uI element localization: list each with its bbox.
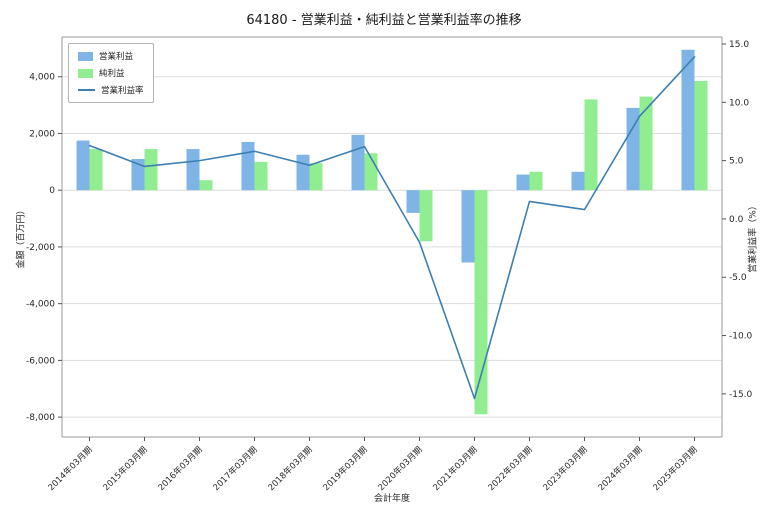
bar-operating-profit-2 [186, 149, 200, 191]
x-tick-label: 2020年03月期 [376, 444, 425, 493]
bar-operating-profit-10 [626, 107, 640, 191]
bar-net-profit-2 [199, 180, 213, 191]
x-tick-label: 2022年03月期 [486, 444, 535, 493]
legend-line-operating-margin [78, 89, 95, 91]
x-tick-label: 2024年03月期 [596, 444, 645, 493]
y-right-tick-label: -10.0 [729, 332, 753, 342]
y-axis-label-left: 金額（百万円） [16, 205, 27, 269]
bar-operating-profit-4 [296, 154, 310, 191]
bar-net-profit-4 [309, 163, 323, 191]
legend-item-net-profit: 純利益 [78, 67, 144, 79]
bar-net-profit-8 [529, 171, 543, 191]
y-left-tick-label: 2,000 [29, 129, 55, 139]
y-right-tick-label: 0.0 [729, 215, 744, 225]
y-right-tick-label: 10.0 [729, 98, 749, 108]
y-right-tick-label: 15.0 [729, 40, 749, 50]
operating-margin-line [88, 56, 696, 400]
bar-net-profit-9 [584, 99, 598, 191]
y-left-tick-label: -8,000 [26, 413, 55, 423]
bar-operating-profit-11 [681, 49, 695, 191]
legend-label-net-profit: 純利益 [99, 69, 125, 79]
bar-operating-profit-1 [131, 158, 145, 191]
chart-title: 64180 - 営業利益・純利益と営業利益率の推移 [246, 13, 522, 28]
bar-operating-profit-8 [516, 174, 530, 191]
plot-border [61, 36, 723, 438]
x-tick-label: 2021年03月期 [431, 444, 480, 493]
bar-net-profit-7 [474, 190, 488, 415]
y-left-tick-label: -2,000 [26, 243, 55, 253]
bar-operating-profit-9 [571, 171, 585, 191]
legend-label-operating-margin: 営業利益率 [101, 86, 144, 96]
bar-operating-profit-5 [351, 134, 365, 191]
x-axis-label: 会計年度 [373, 494, 411, 504]
y-left-tick-label: 4,000 [29, 73, 55, 83]
bar-net-profit-3 [254, 161, 268, 191]
legend-item-operating-profit: 営業利益 [78, 50, 144, 62]
legend-swatch-net-profit [78, 68, 93, 78]
y-right-tick-label: 5.0 [729, 157, 744, 167]
y-left-tick-label: -4,000 [26, 300, 55, 310]
x-tick-label: 2019年03月期 [321, 444, 370, 493]
bar-operating-profit-0 [76, 140, 90, 191]
y-left-tick-label: 0 [49, 186, 55, 196]
bar-net-profit-6 [419, 190, 433, 242]
x-tick-label: 2014年03月期 [46, 444, 95, 493]
y-left-tick-label: -6,000 [26, 356, 55, 366]
bar-operating-profit-6 [406, 190, 420, 213]
x-tick-label: 2018年03月期 [266, 444, 315, 493]
legend-swatch-operating-profit [78, 51, 93, 61]
legend-label-operating-profit: 営業利益 [99, 52, 134, 62]
y-right-tick-label: -15.0 [729, 390, 753, 400]
legend: 営業利益 純利益 営業利益率 [68, 43, 154, 103]
bar-net-profit-11 [694, 80, 708, 191]
y-axis-label-right: 営業利益率（%） [748, 201, 759, 273]
x-tick-label: 2023年03月期 [541, 444, 590, 493]
bar-operating-profit-7 [461, 190, 475, 263]
x-tick-label: 2025年03月期 [651, 444, 700, 493]
bar-net-profit-10 [639, 96, 653, 191]
x-tick-label: 2015年03月期 [101, 444, 150, 493]
bar-net-profit-1 [144, 149, 158, 191]
bar-net-profit-0 [89, 149, 103, 191]
x-tick-label: 2016年03月期 [156, 444, 205, 493]
x-tick-label: 2017年03月期 [211, 444, 260, 493]
bar-operating-profit-3 [241, 141, 255, 191]
legend-item-operating-margin: 営業利益率 [78, 84, 144, 96]
y-right-tick-label: -5.0 [729, 273, 747, 283]
